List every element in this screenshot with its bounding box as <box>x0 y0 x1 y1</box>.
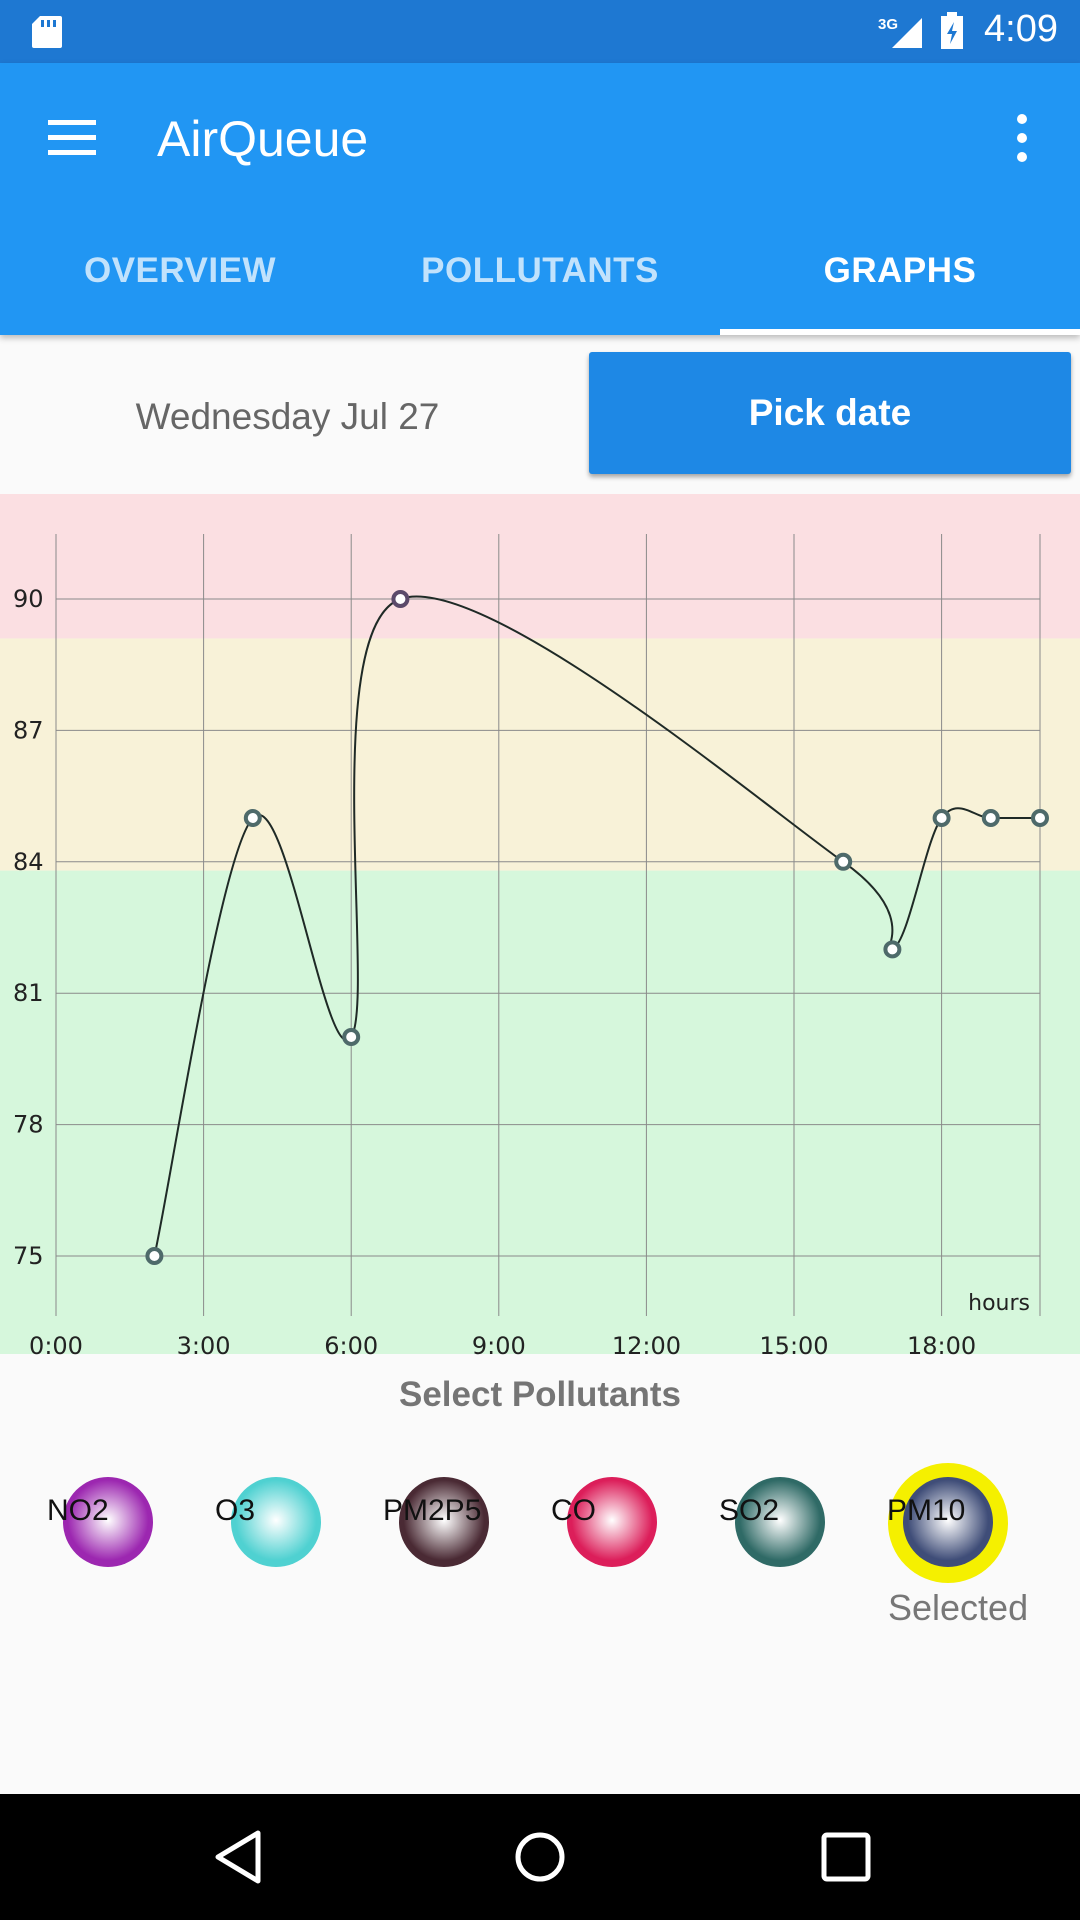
data-point <box>981 809 1000 827</box>
pollutant-label: PM2P5 <box>383 1494 482 1527</box>
band-red <box>0 494 1080 639</box>
pollutant-label: O3 <box>215 1494 256 1527</box>
y-tick-label: 87 <box>13 716 44 744</box>
y-tick-label: 75 <box>13 1242 44 1270</box>
pollutant-ball-pm10[interactable] <box>903 1477 993 1567</box>
select-pollutants-title: Select Pollutants <box>398 1375 682 1414</box>
x-tick-label: 0:00 <box>29 1332 83 1360</box>
data-point <box>883 940 902 959</box>
status-time: 4:09 <box>984 8 1058 50</box>
pollutant-ball-no2[interactable] <box>63 1477 153 1567</box>
pollutant-label: CO <box>551 1494 596 1527</box>
tab-overview[interactable]: OVERVIEW <box>83 250 276 290</box>
navigation-bar <box>0 1794 1080 1920</box>
data-point <box>391 590 410 608</box>
y-tick-label: 90 <box>13 585 44 613</box>
tab-graphs[interactable]: GRAPHS <box>720 206 1080 335</box>
band-yellow <box>0 638 1080 871</box>
pollution-line-chart: 75 78 81 84 87 90 0:00 3:00 6:00 9:00 12:00 15:00 18… <box>0 494 1080 1360</box>
home-icon[interactable] <box>512 1827 568 1887</box>
pick-date-button[interactable]: Pick date <box>589 352 1071 474</box>
selected-label: Selected <box>888 1587 1029 1628</box>
band-green <box>0 870 1080 1354</box>
data-point <box>342 1028 361 1046</box>
x-tick-label: 18:00 <box>907 1332 976 1360</box>
x-tick-label: 3:00 <box>177 1332 231 1360</box>
pollutant-label: NO2 <box>47 1494 109 1527</box>
back-icon[interactable] <box>210 1827 266 1887</box>
hamburger-menu-icon[interactable] <box>46 118 98 158</box>
tab-pollutants[interactable]: POLLUTANTS <box>421 250 659 290</box>
battery-icon <box>941 12 963 49</box>
pollutant-label: SO2 <box>719 1494 780 1527</box>
pollutant-ball-so2[interactable] <box>735 1477 825 1567</box>
data-point <box>834 852 853 871</box>
y-tick-label: 84 <box>13 848 44 876</box>
x-tick-label: 12:00 <box>612 1332 681 1360</box>
pollutant-label: PM10 <box>887 1494 966 1527</box>
y-tick-label: 78 <box>13 1111 44 1139</box>
data-point <box>932 809 951 827</box>
tab-bar: OVERVIEW POLLUTANTS GRAPHS <box>0 206 1080 335</box>
svg-text:3G: 3G <box>878 16 898 33</box>
data-point <box>145 1247 164 1265</box>
status-bar: 3G 4:09 <box>0 0 1080 63</box>
pollutant-ball-pm2p5[interactable] <box>399 1477 489 1567</box>
x-tick-label: 9:00 <box>472 1332 526 1360</box>
signal-icon: 3G <box>878 16 922 48</box>
x-axis-label: hours <box>968 1291 1030 1316</box>
pollutant-ball-co[interactable] <box>567 1477 657 1567</box>
data-point <box>1031 809 1049 827</box>
x-tick-label: 6:00 <box>324 1332 378 1360</box>
app-bar: AirQueue OVERVIEW POLLUTANTS GRAPHS <box>0 63 1080 335</box>
x-tick-label: 15:00 <box>759 1332 828 1360</box>
y-tick-label: 81 <box>13 979 44 1007</box>
overflow-menu-icon[interactable] <box>1002 113 1042 163</box>
pollutant-ball-o3[interactable] <box>231 1477 321 1567</box>
sd-card-icon <box>32 16 62 48</box>
selected-date: Wednesday Jul 27 <box>135 396 440 437</box>
app-title: AirQueue <box>157 111 369 167</box>
data-point <box>243 809 262 827</box>
recent-apps-icon[interactable] <box>818 1829 874 1885</box>
